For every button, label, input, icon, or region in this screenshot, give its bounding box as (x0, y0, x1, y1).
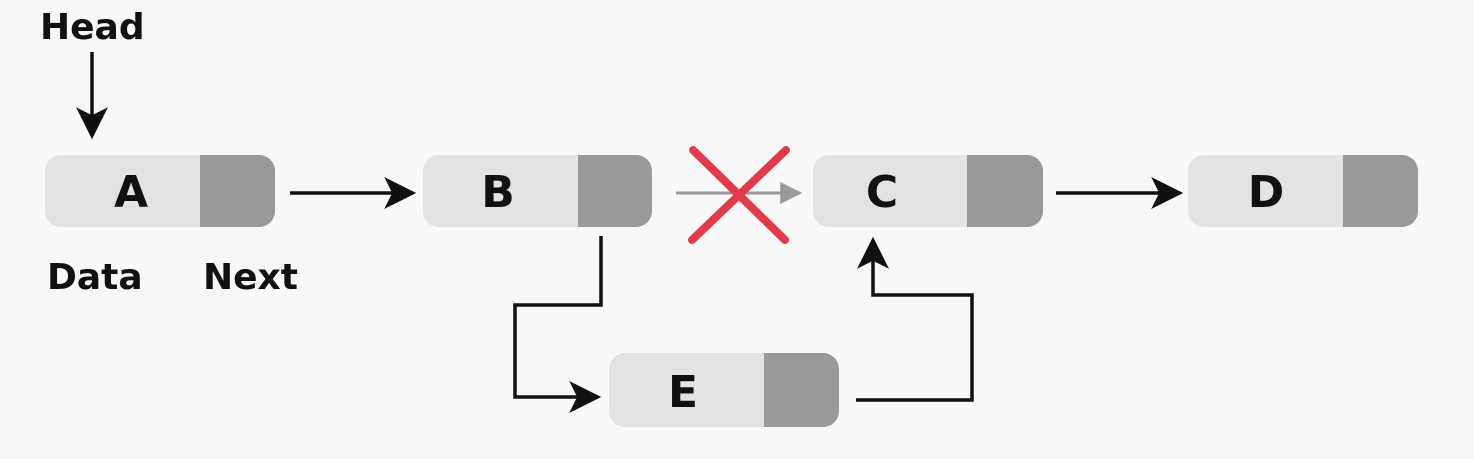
node-a-label: A (114, 167, 148, 218)
node-c: C (813, 155, 1043, 227)
node-b-label: B (481, 167, 515, 218)
node-d-label: D (1248, 167, 1285, 218)
node-e-label: E (668, 367, 698, 418)
data-field-label: Data (47, 257, 143, 298)
removed-link-cross-icon (688, 146, 790, 244)
node-a: A (45, 155, 275, 227)
head-label: Head (40, 7, 145, 48)
node-c-label: C (866, 167, 898, 218)
node-e-next-cell (764, 353, 839, 427)
node-e: E (609, 353, 839, 427)
next-field-label: Next (203, 257, 298, 298)
edge-b-to-e (513, 236, 603, 413)
node-d-next-cell (1343, 155, 1418, 227)
node-b-next-cell (578, 155, 652, 227)
node-d: D (1188, 155, 1418, 227)
node-a-next-cell (200, 155, 275, 227)
node-b: B (423, 155, 652, 227)
edge-e-to-c (856, 236, 974, 402)
node-c-next-cell (967, 155, 1043, 227)
